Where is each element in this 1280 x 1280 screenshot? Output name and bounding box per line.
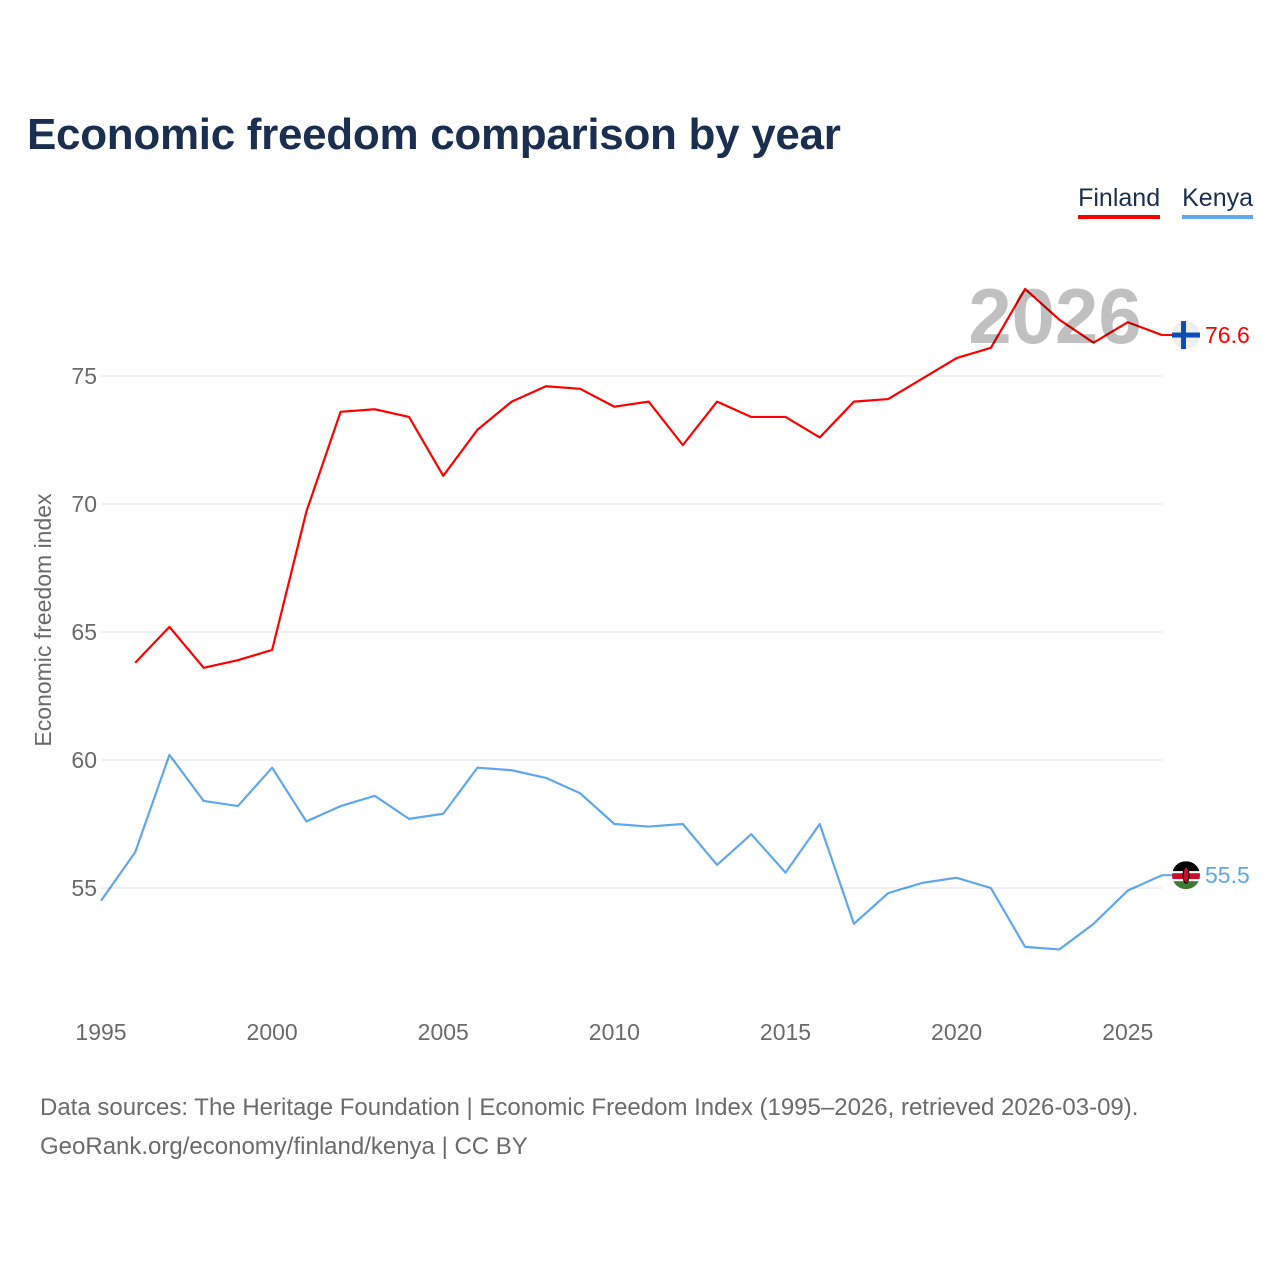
x-tick-label: 2000 (247, 1019, 298, 1045)
x-tick-label: 1995 (75, 1019, 126, 1045)
y-tick-label: 60 (71, 747, 97, 773)
x-tick-label: 2025 (1102, 1019, 1153, 1045)
x-tick-label: 2005 (418, 1019, 469, 1045)
legend: Finland Kenya (1078, 184, 1253, 219)
end-value-label: 55.5 (1205, 862, 1250, 888)
finland-flag-cross-v (1181, 321, 1186, 350)
x-tick-label: 2015 (760, 1019, 811, 1045)
end-value-label: 76.6 (1205, 322, 1250, 348)
source-line-1: Data sources: The Heritage Foundation | … (40, 1094, 1139, 1121)
series-line-finland (134, 287, 1163, 669)
series-line-kenya (100, 753, 1163, 951)
y-axis-label: Economic freedom index (30, 493, 56, 747)
x-tick-label: 2020 (931, 1019, 982, 1045)
y-tick-label: 55 (71, 875, 97, 901)
source-note: Data sources: The Heritage Foundation | … (40, 1088, 1138, 1166)
source-line-2: GeoRank.org/economy/finland/kenya | CC B… (40, 1133, 528, 1160)
chart-title: Economic freedom comparison by year (27, 110, 841, 159)
y-tick-label: 75 (71, 363, 97, 389)
x-tick-label: 2010 (589, 1019, 640, 1045)
kenya-flag-icon (1172, 861, 1200, 890)
y-tick-label: 65 (71, 619, 97, 645)
legend-item-finland[interactable]: Finland (1078, 184, 1161, 219)
y-tick-label: 70 (71, 491, 97, 517)
legend-item-kenya[interactable]: Kenya (1182, 184, 1253, 219)
